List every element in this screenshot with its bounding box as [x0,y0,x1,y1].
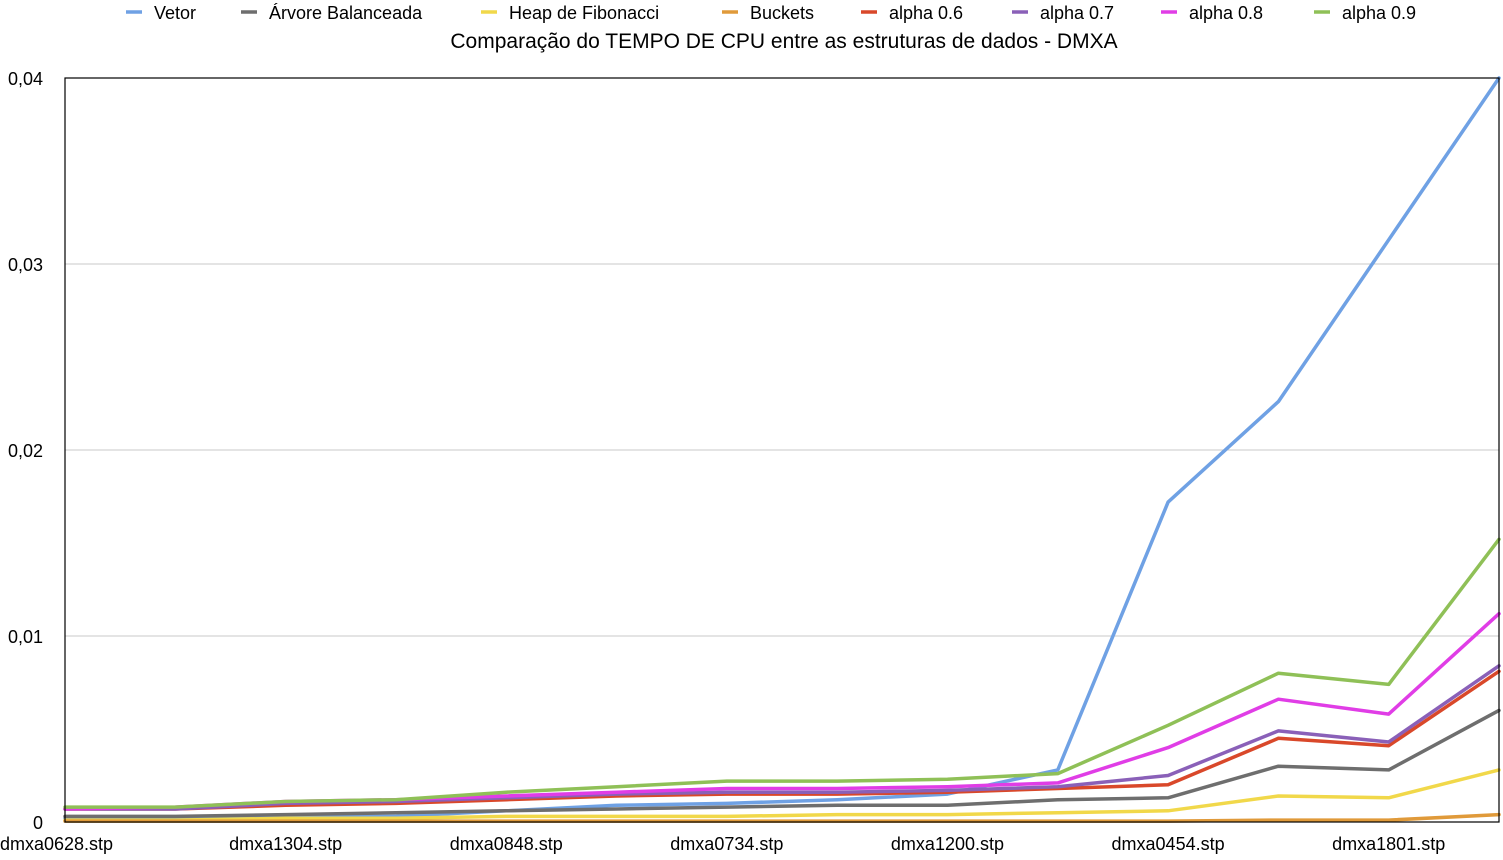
legend-label: alpha 0.6 [889,3,963,23]
x-axis-ticks: dmxa0628.stp dmxa1304.stp dmxa0848.stp dmxa… [0,834,1445,854]
series-line-heap-de-fibonacci [63,768,1501,822]
y-tick-label: 0,02 [8,441,43,461]
chart-title: Comparação do TEMPO DE CPU entre as estr… [450,30,1117,53]
legend-item: Vetor [126,3,196,23]
y-tick-label: 0 [33,813,43,833]
x-tick-label: dmxa0454.stp [1112,834,1225,854]
legend-label: alpha 0.7 [1040,3,1114,23]
legend-item: alpha 0.8 [1161,3,1263,23]
legend-label: Heap de Fibonacci [509,3,659,23]
x-tick-label: dmxa0848.stp [450,834,563,854]
x-tick-label: dmxa0628.stp [0,834,113,854]
series-line-alpha-0-7 [63,664,1501,811]
series-lines [63,76,1501,823]
legend-label: Vetor [154,3,196,23]
legend-item: alpha 0.7 [1012,3,1114,23]
plot-area-frame [64,77,1500,823]
legend-item: Buckets [722,3,814,23]
legend: Vetor Árvore Balanceada Heap de Fibonacci B… [126,3,1416,23]
legend-label: alpha 0.9 [1342,3,1416,23]
y-axis-ticks: 0 0,01 0,02 0,03 0,04 [8,69,43,833]
y-tick-label: 0,04 [8,69,43,89]
legend-item: alpha 0.9 [1314,3,1416,23]
series-line-alpha-0-9 [63,537,1501,809]
x-tick-label: dmxa1801.stp [1332,834,1445,854]
legend-item: Heap de Fibonacci [481,3,659,23]
series-line-vetor [63,76,1501,821]
y-tick-label: 0,03 [8,255,43,275]
series-line-alpha-0-6 [63,669,1501,811]
legend-label: Árvore Balanceada [269,3,423,23]
x-tick-label: dmxa0734.stp [670,834,783,854]
legend-item: alpha 0.6 [861,3,963,23]
x-tick-label: dmxa1200.stp [891,834,1004,854]
y-tick-label: 0,01 [8,627,43,647]
legend-label: Buckets [750,3,814,23]
gridlines [65,263,1499,637]
x-tick-label: dmxa1304.stp [229,834,342,854]
legend-label: alpha 0.8 [1189,3,1263,23]
legend-item: Árvore Balanceada [241,3,423,23]
series-line-buckets [63,812,1501,823]
series-line--rvore-balanceada [63,708,1501,819]
